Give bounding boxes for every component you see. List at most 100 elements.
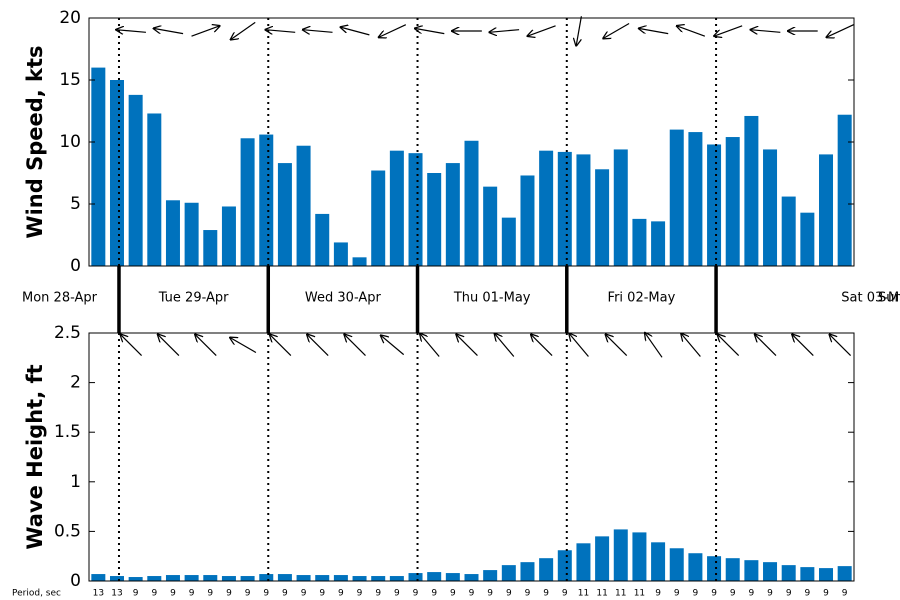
direction-arrow — [230, 338, 257, 354]
period-value: 11 — [634, 589, 645, 599]
bar — [371, 170, 386, 266]
bar — [819, 568, 834, 581]
bar — [147, 576, 162, 581]
bar — [744, 560, 759, 581]
day-label: Tue 29-Apr — [158, 291, 229, 306]
period-value: 9 — [319, 589, 325, 599]
direction-arrow — [645, 333, 663, 358]
bar — [128, 577, 143, 581]
y-tick-label: 2.5 — [54, 323, 81, 343]
bar — [632, 218, 647, 266]
bar — [651, 542, 666, 581]
period-value: 13 — [93, 589, 104, 599]
bar — [632, 532, 647, 581]
period-value: 9 — [357, 589, 363, 599]
direction-arrow — [265, 30, 296, 33]
bar — [501, 565, 516, 581]
period-value: 9 — [693, 589, 699, 599]
bar — [669, 548, 684, 581]
bar — [91, 574, 106, 581]
direction-arrow — [307, 334, 329, 357]
bar — [781, 196, 796, 266]
bar — [221, 576, 236, 581]
bar — [613, 529, 628, 581]
direction-arrow — [116, 30, 146, 33]
direction-arrow — [531, 334, 553, 357]
bar — [259, 574, 274, 581]
direction-arrow — [714, 25, 743, 36]
period-value: 11 — [596, 589, 607, 599]
direction-arrow — [495, 334, 515, 357]
direction-arrow — [489, 30, 520, 33]
bar — [445, 573, 460, 581]
period-value: 9 — [749, 589, 755, 599]
plot-frame — [88, 332, 855, 582]
bar — [763, 149, 778, 266]
bar — [595, 536, 610, 581]
bar — [707, 556, 722, 581]
bar — [427, 572, 442, 581]
bar — [427, 173, 442, 266]
direction-arrow — [420, 334, 440, 357]
bar — [483, 570, 498, 581]
bar — [128, 94, 143, 266]
bar — [725, 137, 740, 266]
period-value: 9 — [226, 589, 232, 599]
bar — [520, 175, 535, 266]
bar — [184, 202, 199, 266]
period-value: 9 — [525, 589, 531, 599]
bar — [147, 113, 162, 266]
direction-arrow — [527, 25, 556, 36]
period-value: 9 — [711, 589, 717, 599]
period-value: 9 — [487, 589, 493, 599]
bar — [408, 573, 423, 581]
y-tick-label: 1.5 — [54, 422, 81, 442]
bar — [800, 212, 815, 266]
bar — [277, 574, 292, 581]
direction-arrow — [829, 334, 852, 357]
period-value: 9 — [301, 589, 307, 599]
direction-arrow — [154, 28, 184, 35]
period-value: 9 — [655, 589, 661, 599]
bar — [613, 149, 628, 266]
direction-arrow — [381, 335, 405, 356]
period-value: 9 — [469, 589, 475, 599]
y-tick-label: 15 — [59, 70, 81, 90]
bar — [520, 562, 535, 581]
bar — [669, 129, 684, 266]
bar — [240, 138, 255, 266]
direction-arrow — [717, 334, 740, 357]
bar — [837, 114, 852, 266]
period-value: 9 — [730, 589, 736, 599]
period-value: 9 — [338, 589, 344, 599]
bar — [184, 575, 199, 581]
direction-arrow — [415, 28, 445, 35]
bar — [819, 154, 834, 266]
direction-arrow — [344, 334, 366, 357]
bar — [109, 80, 124, 266]
direction-arrow — [792, 334, 814, 357]
direction-arrow — [576, 16, 582, 46]
day-label: Fri 02-May — [608, 291, 676, 306]
y-tick-label: 20 — [59, 8, 81, 28]
direction-arrow — [195, 334, 217, 357]
bar — [221, 206, 236, 266]
bar — [445, 163, 460, 266]
period-value: 9 — [245, 589, 251, 599]
bar — [408, 153, 423, 266]
period-value: 9 — [170, 589, 176, 599]
bar — [557, 151, 572, 266]
direction-arrow — [826, 24, 854, 38]
bar — [315, 213, 330, 266]
bar — [333, 242, 348, 266]
period-value: 9 — [263, 589, 269, 599]
direction-arrow — [340, 27, 370, 36]
y-tick-label: 0 — [70, 571, 81, 591]
period-value: 9 — [394, 589, 400, 599]
y-tick-label: 0 — [70, 256, 81, 276]
bar — [259, 134, 274, 266]
bar — [557, 550, 572, 581]
period-value: 11 — [578, 589, 589, 599]
bar — [688, 553, 703, 581]
